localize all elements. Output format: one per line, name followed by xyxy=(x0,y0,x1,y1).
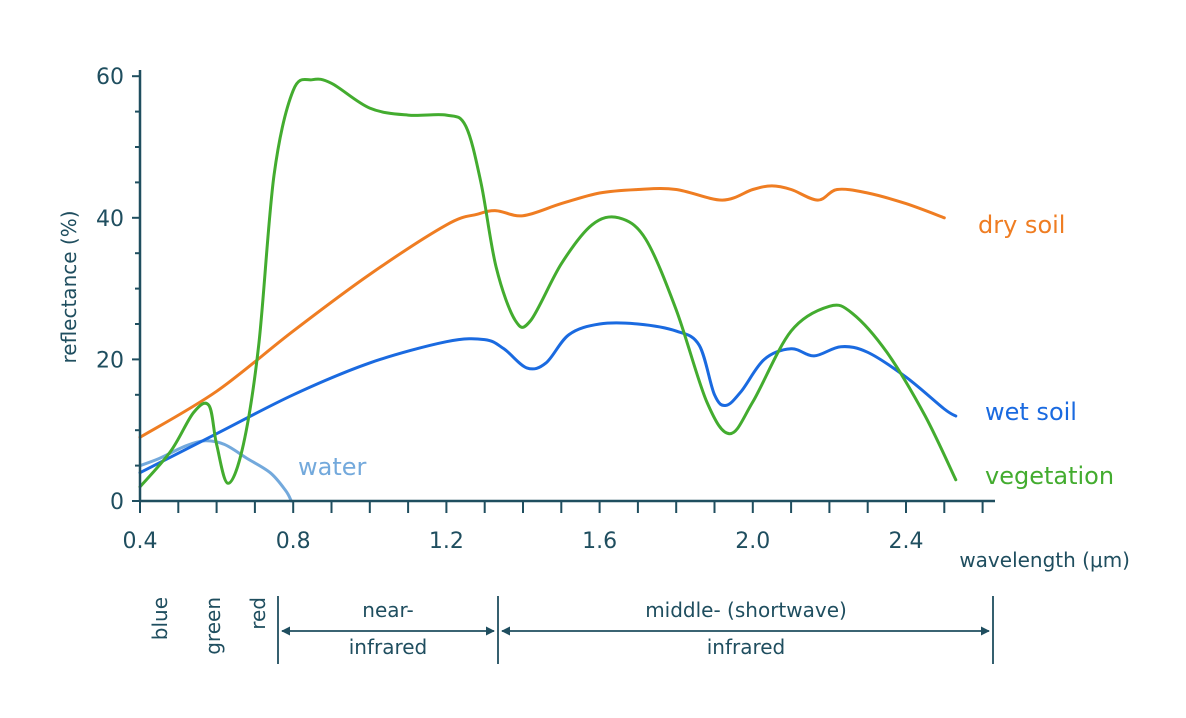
series-label-vegetation: vegetation xyxy=(985,462,1114,490)
band-label-green: green xyxy=(201,597,225,655)
band-label-blue: blue xyxy=(148,597,172,640)
series-line-water xyxy=(138,439,293,503)
x-tick-label: 1.6 xyxy=(582,529,617,554)
x-tick-label: 0.8 xyxy=(276,529,311,554)
x-tick-label: 2.0 xyxy=(735,529,770,554)
series-line-wet-soil xyxy=(138,321,958,475)
y-tick-label: 40 xyxy=(96,207,124,232)
y-tick-label: 60 xyxy=(96,65,124,90)
y-tick-label: 20 xyxy=(96,348,124,373)
axis-layer: 0 20 40 60 0.4 0.8 1.2 1.6 2.0 2.4 reflectance (%)… xyxy=(57,65,1130,572)
label-layer: dry soil wet soil vegetation water xyxy=(298,211,1114,490)
y-tick-label: 0 xyxy=(110,490,124,515)
middle-infrared-label-line1: middle- (shortwave) xyxy=(645,598,847,622)
x-tick-label: 2.4 xyxy=(889,529,924,554)
middle-infrared-label-line2: infrared xyxy=(707,635,786,659)
band-label-red: red xyxy=(246,597,270,630)
series-line-vegetation xyxy=(138,77,958,489)
x-axis-title: wavelength (μm) xyxy=(959,548,1130,572)
x-tick-label: 1.2 xyxy=(429,529,464,554)
y-axis-title: reflectance (%) xyxy=(57,210,81,363)
band-layer: blue green red near-infrared middle- (shortw… xyxy=(148,596,994,664)
series-label-water: water xyxy=(298,453,367,481)
near-infrared-label-line2: infrared xyxy=(349,635,428,659)
series-line-dry-soil xyxy=(138,184,946,439)
x-tick-label: 0.4 xyxy=(123,529,158,554)
series-layer xyxy=(138,77,958,503)
near-infrared-label-line1: near- xyxy=(362,598,413,622)
series-label-wet-soil: wet soil xyxy=(985,398,1077,426)
series-label-dry-soil: dry soil xyxy=(978,211,1065,239)
